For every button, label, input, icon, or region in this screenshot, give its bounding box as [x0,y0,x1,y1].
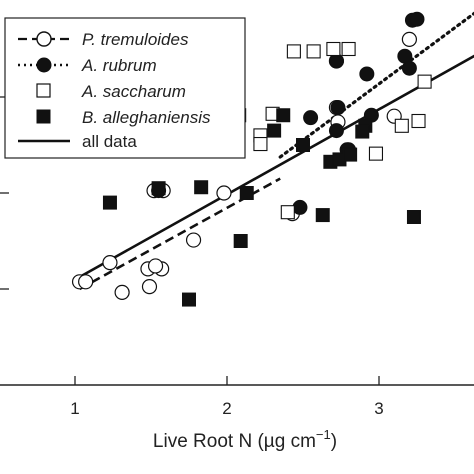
x-axis-title-main: Live Root N (µg cm [153,431,316,452]
legend-label-a-rubrum: A. rubrum [81,56,157,75]
point-filled-square [343,147,358,162]
legend-filled-square-icon [36,109,51,124]
x-tick-label: 1 [70,399,79,418]
point-open-circle [147,258,164,274]
legend-item-all-data: all data [18,132,137,151]
point-filled-square [233,234,248,248]
point-open-square [306,44,321,59]
point-open-circle [78,274,94,290]
legend-item-a-saccharum: A. saccharum [36,82,186,101]
legend-label-a-saccharum: A. saccharum [81,82,186,101]
point-filled-circle [330,100,346,116]
legend: P. tremuloides A. rubrum A. saccharum B.… [4,17,246,159]
point-open-square [253,136,268,152]
x-axis-title: Live Root N (µg cm−1) [153,427,337,452]
axis-ticks: 1 2 3 [0,96,384,418]
x-axis-title-superscript: −1 [316,427,331,442]
legend-label-all-data: all data [82,132,137,151]
data-points [71,11,432,307]
fit-line-solid [78,54,474,279]
point-open-square [286,44,301,59]
point-filled-square [355,124,370,139]
legend-open-circle-icon [36,31,52,47]
x-tick-label: 2 [222,399,231,418]
point-open-square [368,146,384,161]
fit-line-dotted [278,11,474,159]
x-tick-label: 3 [374,399,383,418]
legend-item-a-rubrum: A. rubrum [18,56,157,75]
legend-item-b-alleghaniensis: B. alleghaniensis [36,108,211,127]
point-filled-square [151,181,166,196]
point-open-square [411,113,426,129]
x-axis-title-close: ) [331,431,337,452]
legend-open-square-icon [36,83,51,98]
point-filled-square [102,195,117,210]
point-open-circle [216,185,232,201]
point-filled-circle [328,123,344,139]
point-filled-square [239,186,254,200]
point-filled-square [315,208,330,223]
point-filled-square [182,292,196,307]
point-open-square [417,74,432,89]
legend-label-p-tremuloides: P. tremuloides [82,30,189,49]
point-filled-circle [303,110,319,126]
point-open-circle [114,284,130,300]
legend-label-b-alleghaniensis: B. alleghaniensis [82,108,211,127]
point-filled-square [406,210,421,224]
point-open-circle [102,255,118,271]
point-filled-circle [292,199,308,215]
point-open-circle [401,31,417,48]
point-filled-circle [328,53,344,69]
point-filled-circle [359,66,375,82]
point-open-circle [185,232,202,248]
point-open-square [341,41,356,57]
point-open-circle [141,279,158,295]
point-filled-circle [401,60,417,76]
point-open-square [394,118,409,133]
point-filled-square [296,138,310,152]
legend-item-p-tremuloides: P. tremuloides [18,30,189,49]
point-open-square [280,205,295,220]
point-filled-square [194,180,209,195]
point-filled-circle [409,11,425,27]
point-filled-square [267,123,282,138]
point-filled-square [276,108,291,123]
legend-filled-circle-icon [36,57,52,73]
point-open-square [326,41,341,57]
